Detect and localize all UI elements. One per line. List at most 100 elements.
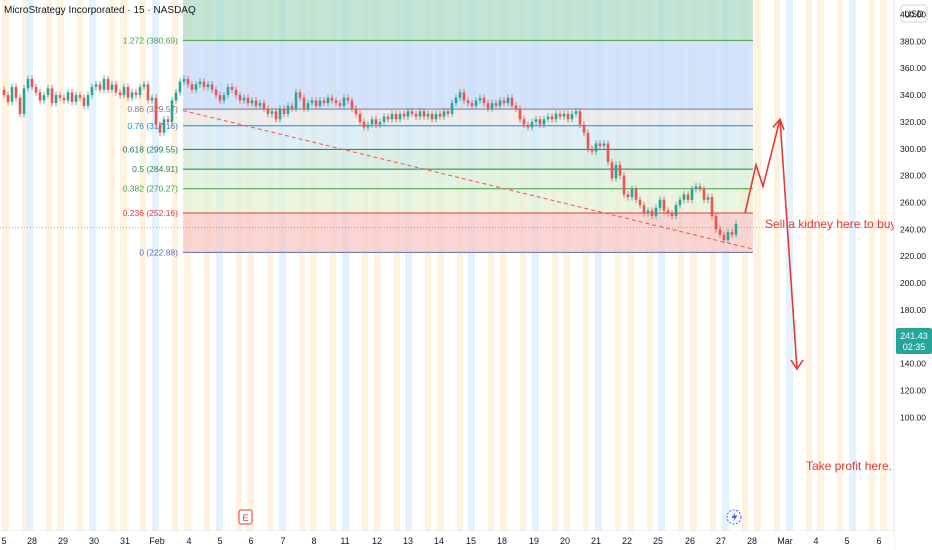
fibonacci-levels[interactable]: 0 (222.88) 0.236 (252.16) 0.382 (270.27) 0.… <box>123 0 753 257</box>
candle-body <box>374 119 378 125</box>
premarket-stripe <box>880 0 887 531</box>
dividend-lightning-icon[interactable] <box>726 509 742 525</box>
fib-level-label: 0.236 (252.16) <box>123 208 178 218</box>
candle-body <box>334 100 338 104</box>
take-profit-annotation[interactable]: Take profit here. <box>806 459 892 473</box>
candle-body <box>166 119 170 122</box>
candle-body <box>358 113 362 122</box>
time-tick-label: 31 <box>120 536 130 546</box>
price-tick-label: 220.00 <box>900 251 926 261</box>
premarket-stripe <box>817 0 824 531</box>
time-axis-panel[interactable] <box>0 531 894 550</box>
candle-body <box>250 100 254 104</box>
afterhours-stripe <box>22 0 28 531</box>
afterhours-stripe <box>77 0 83 531</box>
candle-body <box>134 92 138 96</box>
candle-body <box>242 97 246 101</box>
candle-body <box>514 105 518 109</box>
symbol-title[interactable]: MicroStrategy Incorporated · 15 · NASDAQ <box>4 5 196 16</box>
afterhours-stripe <box>457 0 463 531</box>
candle-body <box>578 111 582 125</box>
last-price-value: 241.43 <box>900 331 928 341</box>
candle-body <box>346 97 350 101</box>
candle-body <box>194 84 198 90</box>
bar-countdown: 02:35 <box>903 342 926 352</box>
candle-body <box>386 116 390 120</box>
candle-body <box>642 205 646 214</box>
candle-body <box>414 113 418 117</box>
sell-annotation[interactable]: Sell a kidney here to buy the 18 <box>765 217 932 231</box>
time-tick-label: 28 <box>747 536 757 546</box>
fib-zone <box>183 213 753 253</box>
time-tick-label: 4 <box>813 536 818 546</box>
price-tick-label: 300.00 <box>900 144 926 154</box>
last-price-tag[interactable] <box>896 328 932 354</box>
fib-level-label: 0 (222.88) <box>139 247 178 257</box>
candle-body <box>218 95 222 101</box>
afterhours-stripe <box>46 0 52 531</box>
premarket-stripe <box>405 0 412 531</box>
candle-body <box>694 186 698 190</box>
time-tick-label: 5 <box>217 536 222 546</box>
fib-level-label: 0.382 (270.27) <box>123 184 178 194</box>
afterhours-stripe <box>330 0 336 531</box>
candle-body <box>298 92 302 98</box>
premarket-stripe <box>500 0 507 531</box>
candle-body <box>518 108 522 120</box>
candle-body <box>246 97 250 104</box>
candle-body <box>710 197 714 216</box>
fib-level-label: 0.618 (299.55) <box>123 144 178 154</box>
time-tick-label: 15 <box>466 536 476 546</box>
candle-body <box>418 111 422 117</box>
candle-body <box>658 199 662 208</box>
premarket-stripe <box>849 0 856 531</box>
time-tick-label: 5 <box>844 536 849 546</box>
price-axis-panel[interactable] <box>894 0 932 550</box>
candle-body <box>310 100 314 104</box>
candle-body <box>594 143 598 152</box>
premarket-stripe <box>627 0 634 531</box>
candle-body <box>506 97 510 104</box>
time-tick-label: 7 <box>280 536 285 546</box>
candle-body <box>18 97 22 114</box>
earnings-marker[interactable]: E <box>238 509 253 525</box>
candle-body <box>462 92 466 101</box>
afterhours-stripe <box>204 0 210 531</box>
time-tick-label: 21 <box>591 536 601 546</box>
candle-body <box>170 100 174 122</box>
candle-body <box>654 207 658 216</box>
candle-body <box>274 111 278 120</box>
time-tick-label: 6 <box>248 536 253 546</box>
candle-body <box>74 95 78 102</box>
projection-line[interactable] <box>744 119 798 370</box>
projection-arrow[interactable] <box>744 117 804 371</box>
candle-body <box>122 87 126 96</box>
candle-body <box>302 97 306 109</box>
premarket-stripe <box>563 0 570 531</box>
premarket-stripe <box>89 0 96 531</box>
candle-body <box>206 84 210 88</box>
candle-body <box>614 164 618 179</box>
candle-body <box>162 119 166 133</box>
afterhours-stripe <box>267 0 273 531</box>
candle-body <box>422 111 426 117</box>
currency-button[interactable] <box>900 4 928 23</box>
afterhours-stripe <box>140 0 146 531</box>
candle-body <box>2 89 6 96</box>
candle-body <box>586 132 590 149</box>
candle-body <box>14 87 18 98</box>
candle-body <box>106 78 110 90</box>
candle-body <box>406 111 410 117</box>
time-tick-label: 13 <box>403 536 413 546</box>
premarket-stripe <box>342 0 349 531</box>
premarket-stripe <box>57 0 64 531</box>
time-tick-label: 20 <box>560 536 570 546</box>
afterhours-stripe <box>742 0 748 531</box>
premarket-stripe <box>595 0 602 531</box>
afterhours-stripe <box>710 0 716 531</box>
candle-body <box>494 103 498 106</box>
candle-body <box>722 234 726 241</box>
time-tick-label: 22 <box>622 536 632 546</box>
time-tick-label: 6 <box>876 536 881 546</box>
